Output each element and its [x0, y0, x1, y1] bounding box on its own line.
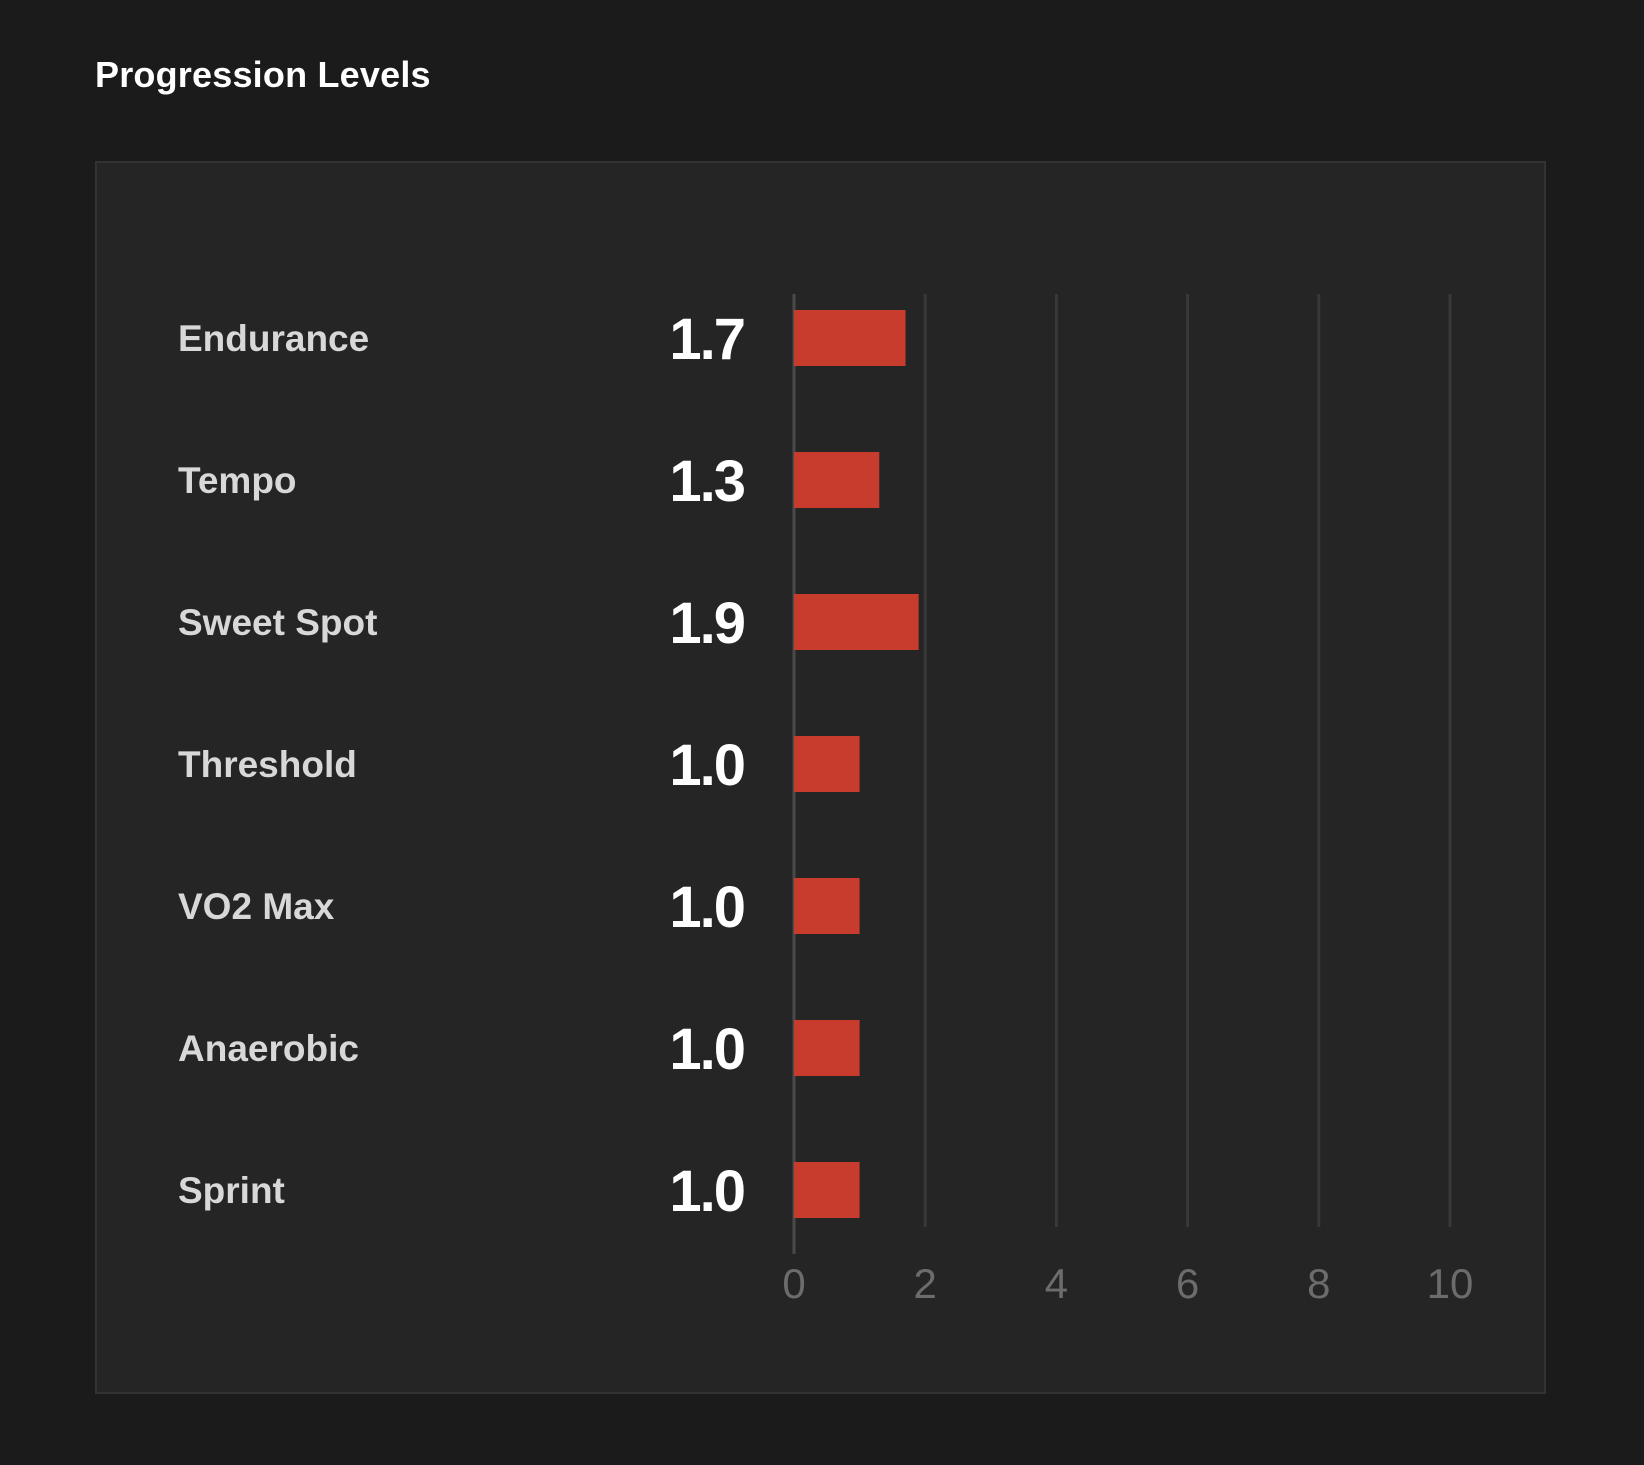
- category-label: Endurance: [178, 318, 369, 359]
- bar: [794, 736, 860, 792]
- bar: [794, 310, 906, 366]
- value-label: 1.3: [669, 449, 744, 514]
- progression-bar-chart: 0 2 4 6 8 10 Endurance 1.7 Tempo 1.3 Sweet Spot 1.…: [178, 294, 1473, 1307]
- category-label: Tempo: [178, 460, 297, 501]
- value-label: 1.7: [669, 307, 744, 372]
- labels: Endurance 1.7 Tempo 1.3 Sweet Spot 1.9 Thresho…: [178, 307, 747, 1224]
- value-label: 1.0: [669, 1159, 744, 1224]
- value-label: 1.0: [669, 1017, 744, 1082]
- value-label: 1.0: [669, 733, 744, 798]
- bar: [794, 878, 860, 934]
- bar: [794, 594, 919, 650]
- category-label: Sprint: [178, 1170, 285, 1211]
- x-tick-label: 0: [782, 1260, 805, 1307]
- bar: [794, 452, 880, 508]
- chart-panel: 0 2 4 6 8 10 Endurance 1.7 Tempo 1.3 Sweet Spot 1.…: [95, 161, 1546, 1394]
- category-label: Sweet Spot: [178, 602, 377, 643]
- value-label: 1.9: [669, 591, 744, 656]
- bar: [794, 1162, 860, 1218]
- category-label: Threshold: [178, 744, 357, 785]
- value-label: 1.0: [669, 875, 744, 940]
- x-tick-label: 4: [1045, 1260, 1068, 1307]
- page-title: Progression Levels: [95, 54, 431, 95]
- x-tick-label: 10: [1427, 1260, 1474, 1307]
- bar: [794, 1020, 860, 1076]
- x-axis: 0 2 4 6 8 10: [782, 294, 1473, 1307]
- category-label: VO2 Max: [178, 886, 335, 927]
- x-tick-label: 8: [1307, 1260, 1330, 1307]
- x-tick-label: 6: [1176, 1260, 1199, 1307]
- bars: [794, 310, 919, 1218]
- category-label: Anaerobic: [178, 1028, 359, 1069]
- x-tick-label: 2: [914, 1260, 937, 1307]
- grid-lines: [923, 294, 1452, 1227]
